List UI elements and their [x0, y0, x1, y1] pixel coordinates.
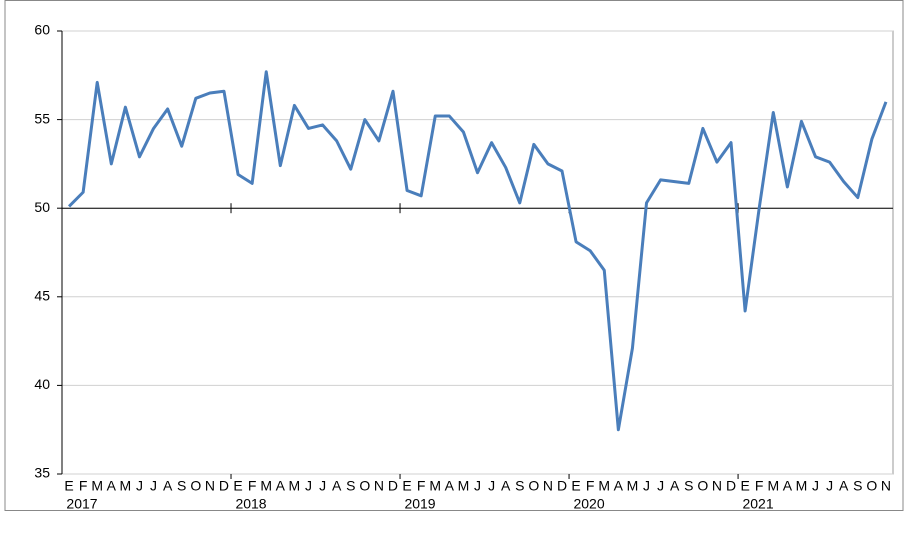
x-tick-label: A [276, 478, 286, 494]
year-label: 2019 [404, 496, 435, 512]
x-tick-label: S [177, 478, 186, 494]
x-tick-label: D [726, 478, 736, 494]
x-tick-label: M [289, 478, 301, 494]
x-tick-label: O [190, 478, 201, 494]
x-tick-label: J [657, 478, 664, 494]
x-tick-label: J [136, 478, 143, 494]
x-tick-label: J [150, 478, 157, 494]
x-tick-label: O [697, 478, 708, 494]
x-tick-label: F [248, 478, 257, 494]
x-tick-label: J [643, 478, 650, 494]
x-tick-label: S [346, 478, 355, 494]
plot-frame [61, 30, 894, 475]
x-tick-label: M [91, 478, 103, 494]
year-label: 2020 [573, 496, 604, 512]
x-tick-label: M [429, 478, 441, 494]
x-tick-label: J [488, 478, 495, 494]
x-tick-label: J [826, 478, 833, 494]
x-tick-label: M [598, 478, 610, 494]
x-tick-label: N [881, 478, 891, 494]
y-tick-label: 40 [34, 376, 50, 392]
x-tick-label: A [332, 478, 342, 494]
x-tick-label: F [586, 478, 595, 494]
x-tick-label: A [839, 478, 849, 494]
x-tick-label: D [388, 478, 398, 494]
x-tick-label: A [163, 478, 173, 494]
x-tick-label: D [557, 478, 567, 494]
x-tick-label: E [740, 478, 749, 494]
x-tick-label: M [796, 478, 808, 494]
y-tick-label: 60 [34, 22, 50, 38]
y-tick-label: 55 [34, 110, 50, 126]
x-tick-label: A [107, 478, 117, 494]
x-tick-label: F [755, 478, 764, 494]
chart-frame [4, 0, 904, 511]
data-line [67, 70, 888, 432]
x-tick-label: N [205, 478, 215, 494]
x-tick-label: J [319, 478, 326, 494]
x-tick-label: A [614, 478, 624, 494]
x-tick-label: E [571, 478, 580, 494]
x-tick-label: N [543, 478, 553, 494]
x-tick-label: O [866, 478, 877, 494]
x-tick-label: M [627, 478, 639, 494]
x-tick-label: M [120, 478, 132, 494]
x-tick-label: O [359, 478, 370, 494]
x-tick-label: A [445, 478, 455, 494]
x-tick-label: J [474, 478, 481, 494]
x-tick-label: S [515, 478, 524, 494]
y-tick-label: 35 [34, 465, 50, 481]
year-label: 2017 [66, 496, 97, 512]
x-tick-label: A [501, 478, 511, 494]
x-tick-label: A [670, 478, 680, 494]
x-tick-label: N [712, 478, 722, 494]
x-tick-label: M [767, 478, 779, 494]
year-label: 2018 [235, 496, 266, 512]
x-tick-label: O [528, 478, 539, 494]
x-tick-label: D [219, 478, 229, 494]
x-tick-label: F [79, 478, 88, 494]
y-tick-label: 50 [34, 199, 50, 215]
x-tick-label: E [64, 478, 73, 494]
x-tick-label: M [458, 478, 470, 494]
x-tick-label: S [684, 478, 693, 494]
x-tick-label: A [783, 478, 793, 494]
x-tick-label: M [260, 478, 272, 494]
y-tick-label: 45 [34, 288, 50, 304]
x-tick-label: F [417, 478, 426, 494]
x-tick-label: N [374, 478, 384, 494]
x-tick-label: E [233, 478, 242, 494]
year-label: 2021 [742, 496, 773, 512]
x-tick-label: J [812, 478, 819, 494]
x-tick-label: S [853, 478, 862, 494]
x-tick-label: J [305, 478, 312, 494]
x-tick-label: E [402, 478, 411, 494]
